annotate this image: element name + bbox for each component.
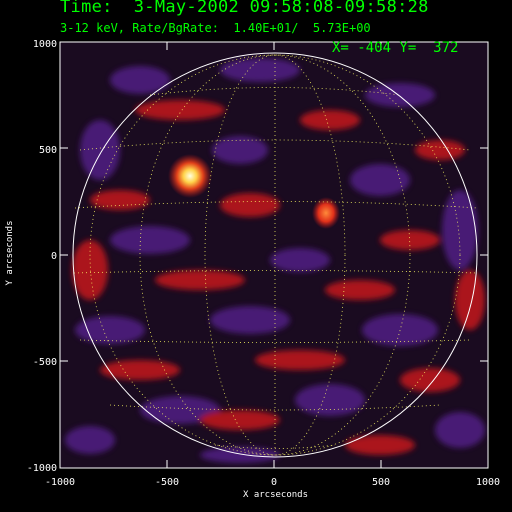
- y-axis-label: Y arcseconds: [5, 220, 15, 286]
- x-tick-label: -500: [155, 477, 179, 488]
- heliographic-grid: [73, 54, 479, 456]
- y-tick-label: 500: [39, 145, 57, 156]
- y-tick-label: 1000: [33, 39, 57, 50]
- y-tick-label: -500: [33, 357, 57, 368]
- x-tick-label: 500: [372, 477, 390, 488]
- solar-disk-image: [60, 42, 488, 468]
- solar-limb: [72, 52, 478, 458]
- x-tick-label: -1000: [45, 477, 75, 488]
- secondary-source: [312, 197, 340, 229]
- x-tick-label: 1000: [476, 477, 500, 488]
- x-axis-label: X arcseconds: [243, 490, 309, 500]
- x-tick-label: 0: [271, 477, 277, 488]
- image-title: Time: 3-May-2002 09:58:08-09:58:28: [60, 0, 429, 17]
- cursor-position-readout: X= -404 Y= 372: [332, 40, 459, 56]
- y-tick-label: -1000: [27, 463, 57, 474]
- y-tick-label: 0: [51, 251, 57, 262]
- bright-source: [168, 154, 212, 198]
- energy-rate-subtitle: 3-12 keV, Rate/BgRate: 1.40E+01/ 5.73E+0…: [60, 21, 371, 35]
